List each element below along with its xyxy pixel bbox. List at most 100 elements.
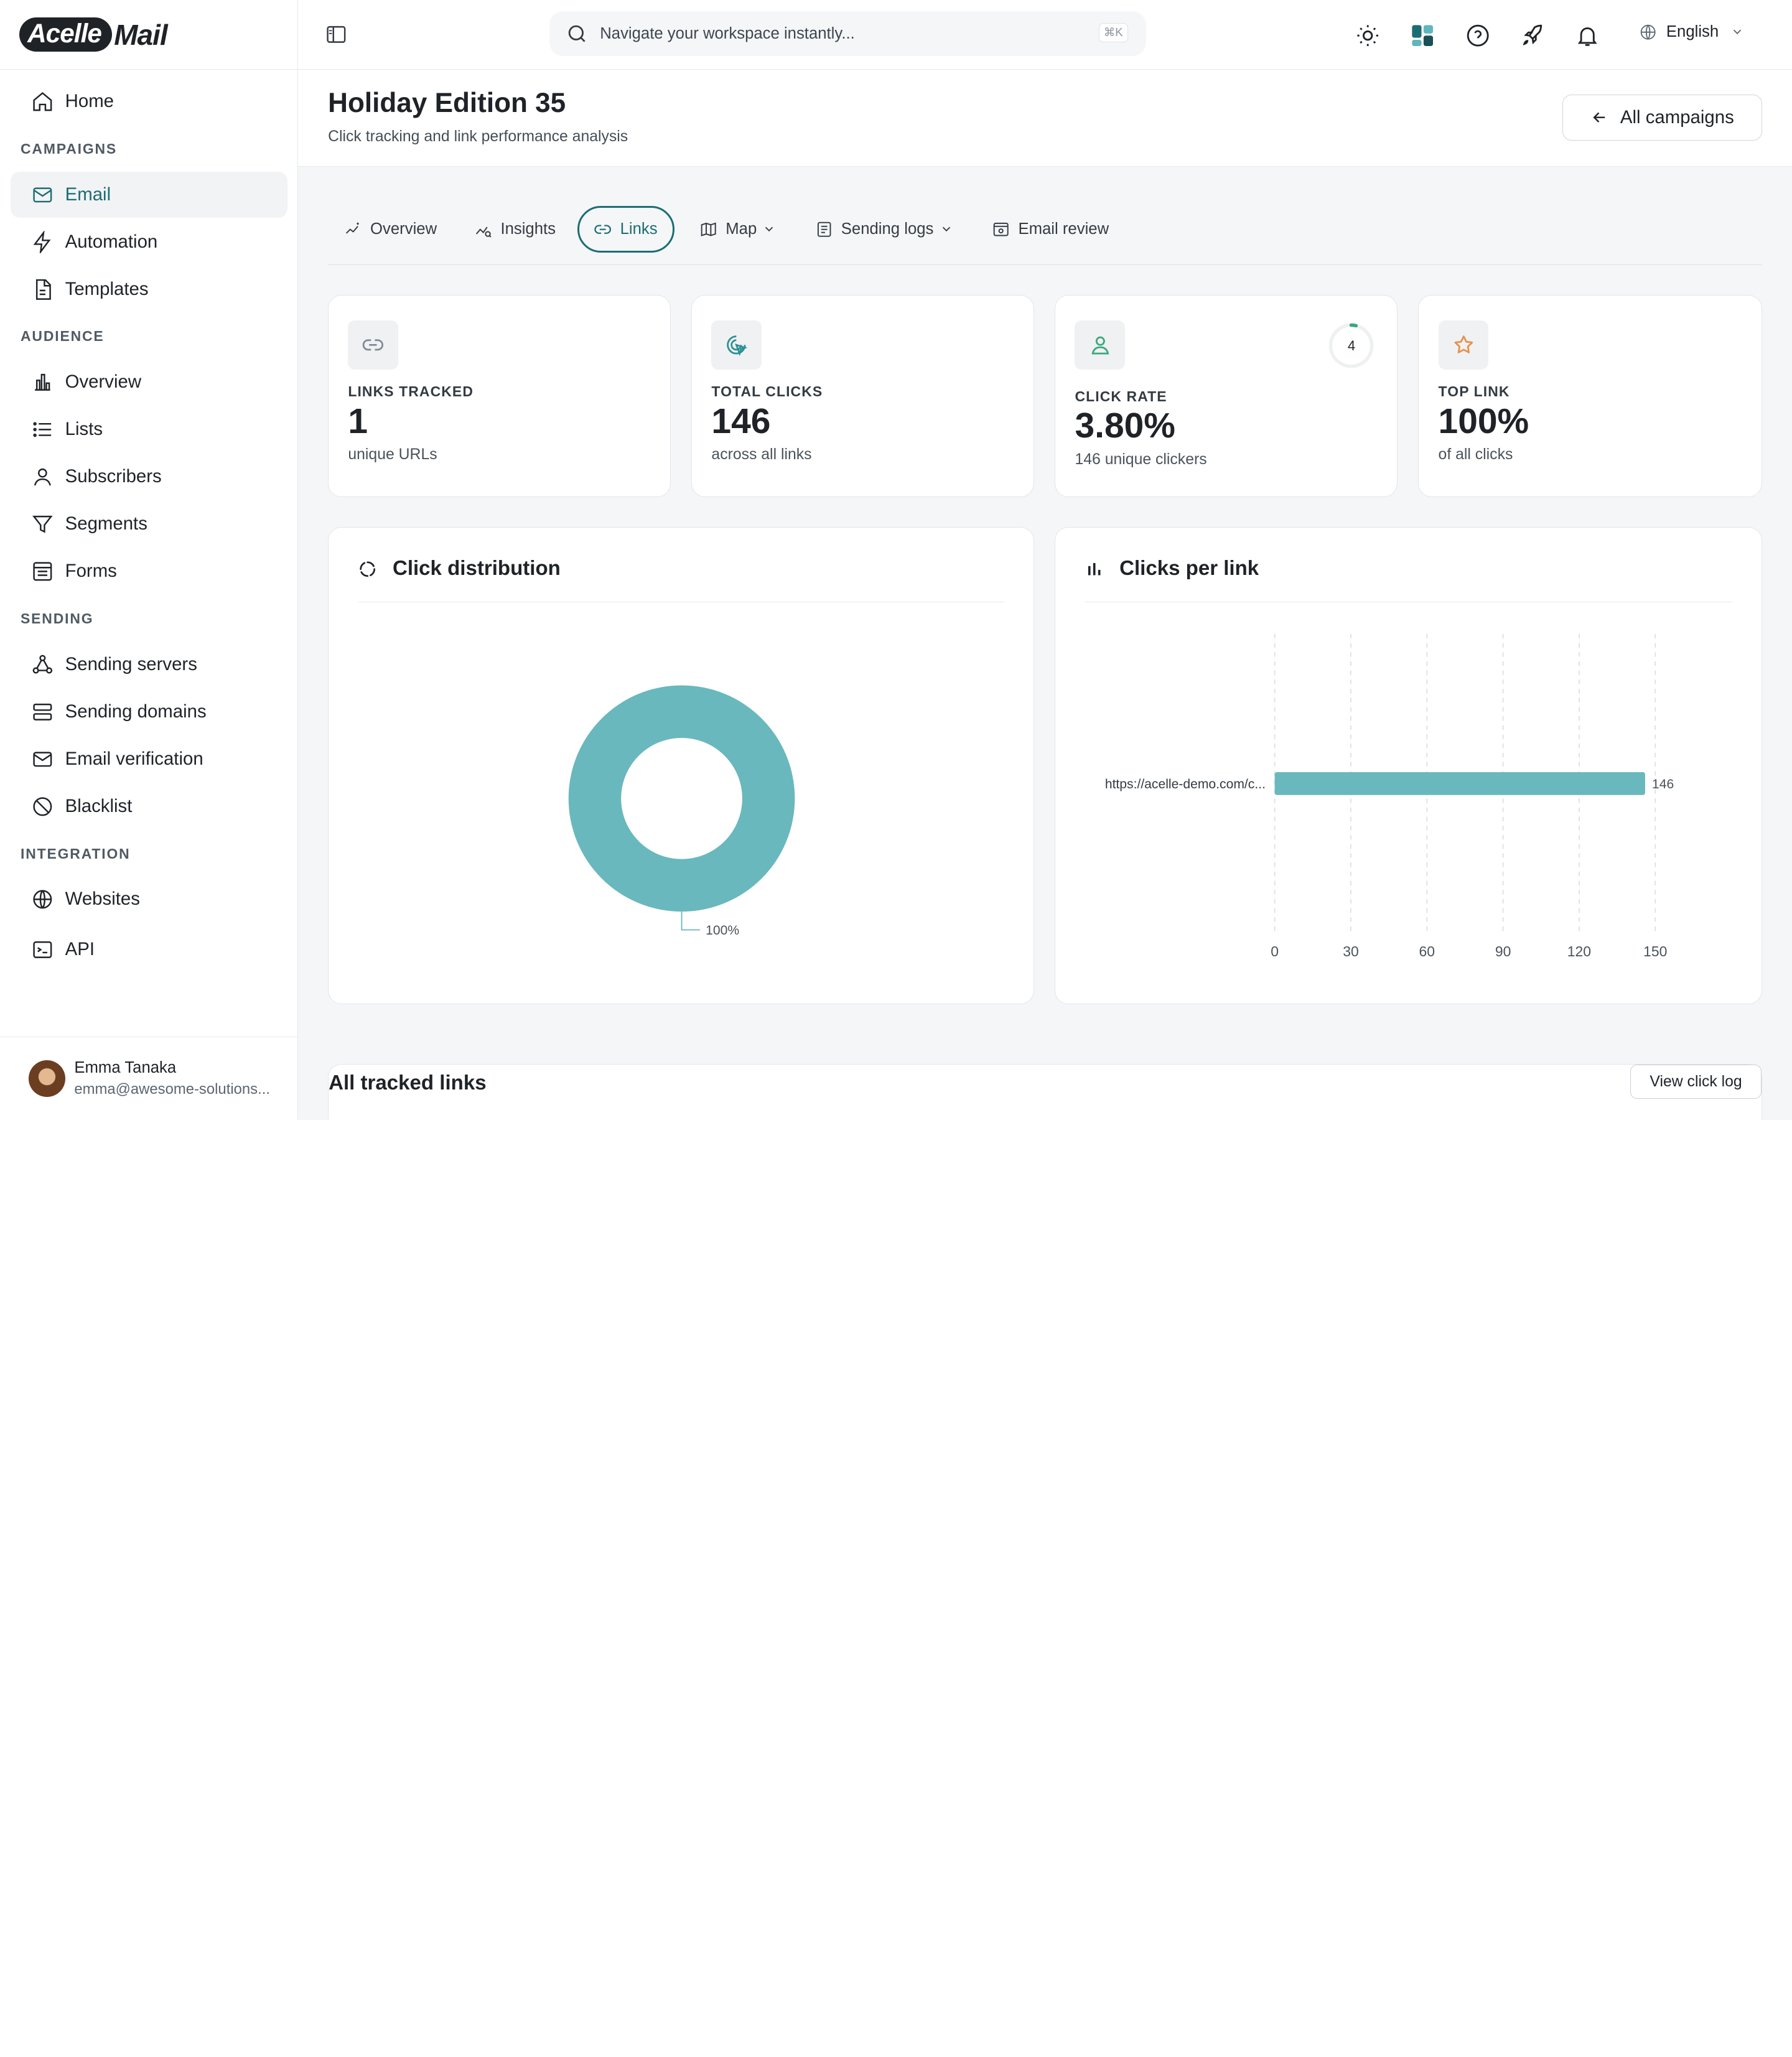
- bar-chart-icon: [1088, 562, 1101, 576]
- tab-map[interactable]: Map: [699, 206, 776, 253]
- sidebar-item-label: Subscribers: [65, 466, 162, 487]
- sidebar-item-label: Sending domains: [65, 701, 207, 722]
- tab-label: Links: [620, 220, 658, 238]
- app-logo[interactable]: Acelle Mail: [19, 17, 168, 52]
- server-icon: [32, 703, 52, 721]
- log-icon: [817, 222, 831, 237]
- language-label: English: [1666, 22, 1719, 40]
- search-input[interactable]: [600, 24, 1080, 43]
- tab-email-review[interactable]: Email review: [992, 206, 1109, 253]
- sidebar-item-label: API: [65, 939, 95, 960]
- sidebar-item-lists[interactable]: Lists: [11, 407, 287, 452]
- click-distribution-panel: Click distribution 100%: [328, 526, 1035, 1005]
- tab-label: Email review: [1018, 220, 1109, 238]
- stat-icon-box: [1438, 320, 1489, 370]
- sidebar-item-label: Forms: [65, 561, 117, 582]
- star-icon: [1454, 335, 1473, 354]
- donut-chart: 100%: [568, 685, 795, 938]
- x-tick-label: 150: [1643, 943, 1667, 959]
- insights-icon: [476, 226, 492, 238]
- x-tick-label: 120: [1567, 943, 1591, 959]
- sidebar-item-subscribers[interactable]: Subscribers: [11, 454, 287, 500]
- stat-label: TOTAL CLICKS: [711, 383, 823, 400]
- sidebar-item-blacklist[interactable]: Blacklist: [11, 783, 287, 829]
- stat-value: 100%: [1438, 401, 1529, 441]
- sidebar-item-websites[interactable]: Websites: [11, 877, 287, 922]
- all-tracked-links-title: All tracked links: [329, 1071, 487, 1094]
- bar[interactable]: [1274, 772, 1646, 795]
- mail-check-icon: [32, 752, 52, 767]
- panel-title: Click distribution: [358, 557, 561, 581]
- sidebar-nav: Home CAMPAIGNS Email Automation Template…: [0, 70, 297, 973]
- network-icon: [32, 655, 52, 674]
- sidebar-item-api[interactable]: API: [11, 927, 287, 973]
- lightning-icon: [33, 230, 51, 254]
- topbar: ⌘K English: [298, 0, 1792, 70]
- stat-note: 146 unique clickers: [1075, 450, 1207, 468]
- x-tick-label: 30: [1343, 943, 1359, 959]
- help-icon[interactable]: [1465, 23, 1490, 48]
- sidebar-item-home[interactable]: Home: [11, 79, 287, 124]
- tab-label: Insights: [500, 220, 556, 238]
- tab-sending-logs[interactable]: Sending logs: [815, 206, 953, 253]
- stat-icon-box: [348, 320, 399, 370]
- language-selector[interactable]: English: [1639, 23, 1744, 41]
- x-tick-label: 0: [1271, 943, 1279, 959]
- rocket-icon[interactable]: [1520, 23, 1545, 48]
- bell-icon[interactable]: [1575, 23, 1600, 48]
- app-switcher-icon[interactable]: [1410, 23, 1435, 48]
- stat-card-links-tracked: LINKS TRACKED 1 unique URLs: [328, 294, 671, 497]
- tab-insights[interactable]: Insights: [474, 206, 556, 253]
- sidebar-item-sending-servers[interactable]: Sending servers: [11, 641, 287, 687]
- tab-overview[interactable]: Overview: [344, 206, 437, 253]
- sidebar-item-forms[interactable]: Forms: [11, 549, 287, 594]
- stat-note: across all links: [711, 446, 812, 464]
- search-icon: [568, 25, 586, 42]
- arrow-left-icon: [1593, 112, 1605, 123]
- bar-chart: 0 30 60 90 120 150 https://acelle-demo.com/c..…: [1105, 633, 1674, 959]
- y-category-label: https://acelle-demo.com/c...: [1105, 777, 1266, 791]
- sidebar-item-label: Overview: [65, 371, 142, 393]
- sidebar-item-label: Email verification: [65, 748, 203, 769]
- sidebar-item-label: Segments: [65, 513, 147, 534]
- globe-icon: [32, 890, 52, 909]
- stat-note: of all clicks: [1438, 446, 1513, 464]
- cursor-click-icon: [727, 335, 748, 357]
- search-bar[interactable]: ⌘K: [549, 11, 1147, 56]
- stat-card-total-clicks: TOTAL CLICKS 146 across all links: [691, 294, 1035, 497]
- sidebar-item-email-verification[interactable]: Email verification: [11, 736, 287, 781]
- form-icon: [32, 562, 52, 581]
- terminal-icon: [32, 941, 52, 958]
- stat-label: TOP LINK: [1438, 383, 1510, 400]
- tab-links[interactable]: Links: [577, 205, 674, 253]
- logo-bar: Acelle Mail: [0, 0, 298, 70]
- sidebar-item-overview[interactable]: Overview: [11, 360, 287, 405]
- section-campaigns: CAMPAIGNS: [21, 140, 118, 157]
- chevron-down-icon: [942, 226, 950, 232]
- all-campaigns-button[interactable]: All campaigns: [1562, 95, 1763, 141]
- stat-label: CLICK RATE: [1075, 388, 1167, 404]
- home-icon: [32, 92, 52, 111]
- sidebar-toggle-icon[interactable]: [325, 23, 348, 46]
- search-shortcut: ⌘K: [1098, 22, 1128, 43]
- sidebar-item-templates[interactable]: Templates: [11, 266, 287, 312]
- user-info: Emma Tanaka emma@awesome-solutions...: [74, 1059, 270, 1098]
- sidebar-item-label: Lists: [65, 419, 103, 440]
- donut-slice[interactable]: [568, 685, 795, 912]
- panel-title: Clicks per link: [1085, 557, 1259, 581]
- page-title: Holiday Edition 35: [328, 88, 566, 119]
- loader-icon: [360, 561, 375, 577]
- ban-icon: [32, 796, 52, 816]
- stat-icon-box: [1075, 320, 1126, 370]
- sun-icon[interactable]: [1355, 23, 1380, 48]
- user-profile[interactable]: Emma Tanaka emma@awesome-solutions...: [0, 1036, 297, 1120]
- sidebar-item-sending-domains[interactable]: Sending domains: [11, 689, 287, 734]
- sidebar-item-segments[interactable]: Segments: [11, 501, 287, 547]
- sidebar-item-label: Templates: [65, 278, 149, 299]
- stat-label: LINKS TRACKED: [348, 383, 474, 400]
- view-click-log-button[interactable]: View click log: [1630, 1064, 1762, 1099]
- sidebar-item-label: Websites: [65, 889, 140, 910]
- sidebar-item-automation[interactable]: Automation: [11, 219, 287, 264]
- list-icon: [32, 422, 51, 437]
- sidebar-item-email[interactable]: Email: [10, 172, 287, 218]
